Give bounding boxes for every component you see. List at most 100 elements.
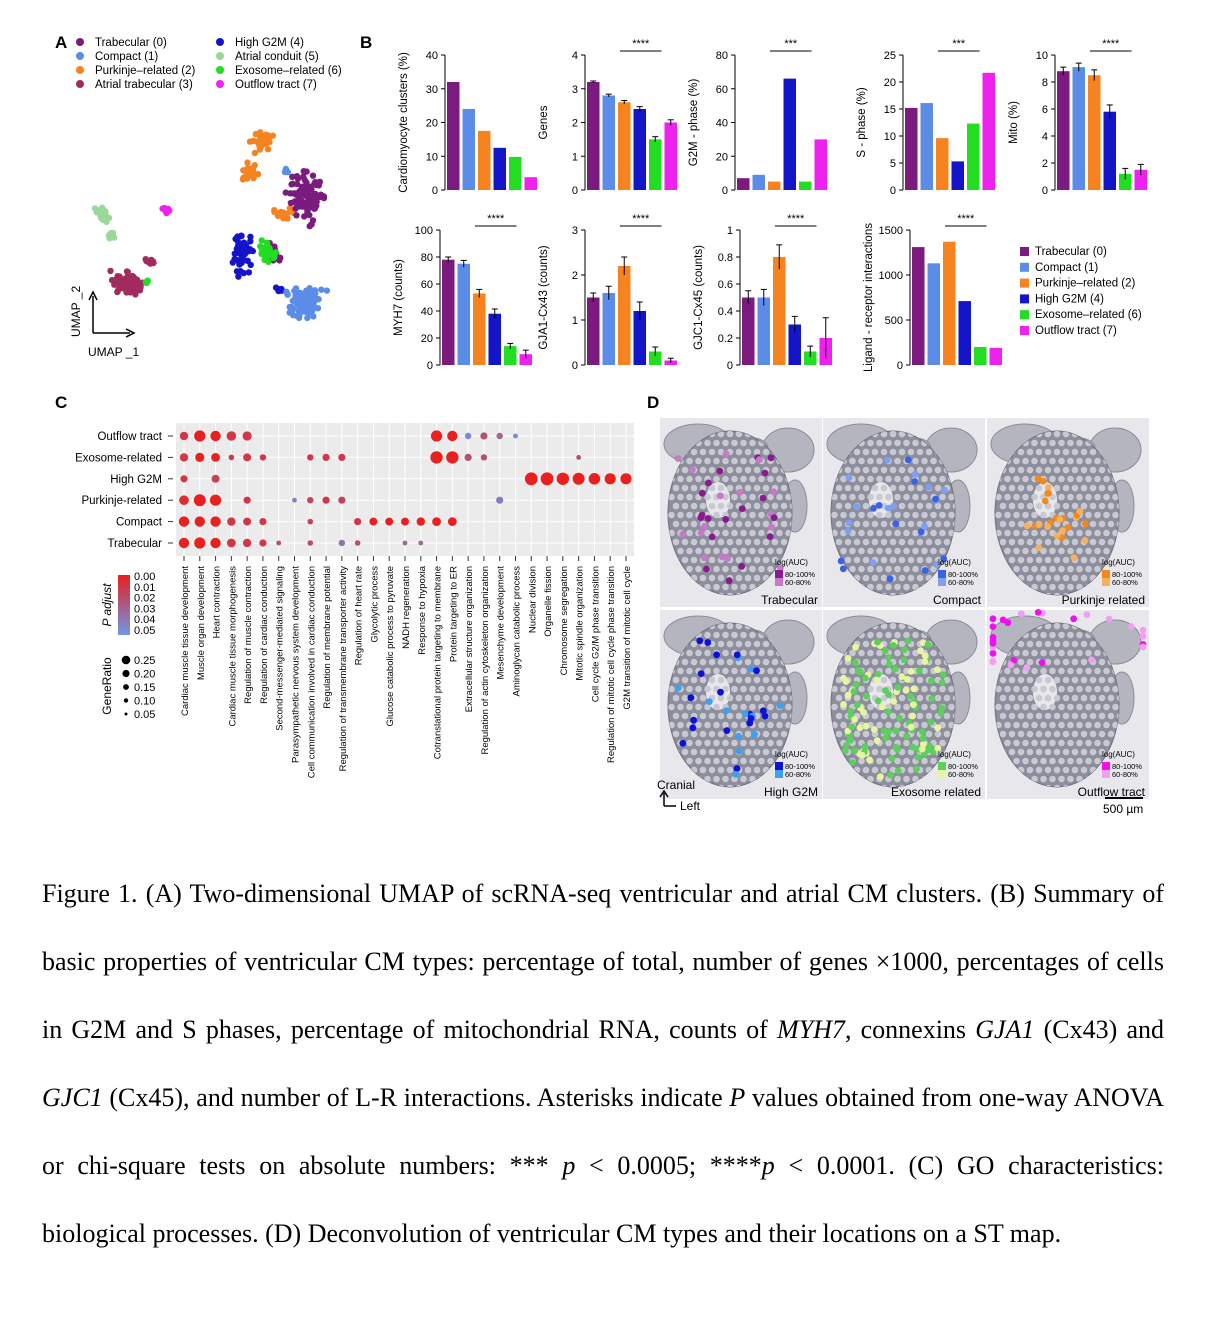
st-spot	[930, 703, 937, 711]
st-spot	[699, 502, 707, 510]
auc-legend-low: 60-80%	[1112, 770, 1138, 779]
st-cluster-spot	[904, 637, 912, 645]
st-spot	[1040, 457, 1047, 465]
go-dot	[430, 451, 443, 464]
st-spot	[1008, 748, 1016, 756]
st-spot	[735, 623, 743, 630]
umap-point	[256, 142, 263, 149]
st-spot	[903, 739, 910, 747]
st-spot	[1071, 484, 1079, 492]
st-cluster-spot	[1023, 664, 1031, 671]
st-spot	[1062, 431, 1070, 438]
legend-swatch	[216, 38, 224, 46]
st-spot	[762, 748, 770, 756]
st-spot	[1053, 766, 1061, 774]
st-spot	[1071, 658, 1079, 666]
st-spot	[885, 547, 892, 555]
auc-legend-title: log(AUC)	[938, 558, 971, 567]
st-spot	[1062, 748, 1070, 756]
st-spot	[853, 484, 861, 492]
st-cluster-spot	[1064, 524, 1072, 531]
significance-stars: ****	[787, 213, 805, 225]
st-spot	[885, 493, 892, 501]
st-spot	[889, 538, 897, 546]
st-spot	[867, 631, 874, 639]
st-spot	[889, 592, 897, 595]
umap-point	[271, 253, 278, 260]
st-spot	[744, 502, 752, 510]
legend-swatch	[76, 66, 84, 74]
st-spot	[1044, 623, 1052, 630]
st-spot	[767, 475, 774, 483]
umap-point	[278, 287, 285, 294]
st-spot	[1040, 667, 1047, 675]
st-spot	[744, 658, 752, 666]
st-spot	[1094, 703, 1101, 711]
st-spot	[1017, 748, 1025, 756]
umap-point	[107, 267, 114, 275]
bar	[478, 130, 491, 190]
st-spot	[952, 502, 955, 510]
st-spot	[681, 502, 689, 510]
umap-x-arrow-head	[125, 328, 136, 338]
st-spot	[767, 703, 774, 711]
col-label: Organelle fission	[543, 566, 554, 637]
st-spot	[894, 631, 901, 639]
st-spot	[862, 466, 870, 474]
st-spot	[948, 703, 955, 711]
st-cluster-spot	[856, 724, 864, 732]
st-spot	[1049, 757, 1056, 765]
st-spot	[735, 712, 743, 720]
st-panel-label: Purkinje related	[1062, 593, 1145, 607]
bar	[982, 72, 995, 190]
umap-point	[307, 193, 314, 200]
legend-swatch	[76, 52, 84, 60]
st-spot	[740, 457, 747, 465]
y-tick-label: 20	[884, 77, 896, 89]
st-spot	[1053, 748, 1061, 756]
st-spot	[708, 556, 716, 564]
bar	[649, 351, 662, 365]
st-spot	[704, 739, 711, 747]
st-spot	[835, 538, 843, 546]
padjust-tick: 0.02	[134, 593, 155, 605]
st-spot	[885, 529, 892, 537]
st-spot	[1049, 703, 1056, 711]
st-spot	[699, 574, 707, 582]
st-cluster-spot	[724, 555, 731, 562]
st-spot	[1031, 529, 1038, 537]
go-dot	[307, 497, 314, 504]
st-spot	[1107, 730, 1115, 738]
st-spot	[740, 475, 747, 483]
st-spot	[780, 712, 788, 720]
st-spot	[1089, 676, 1097, 684]
st-spot	[1031, 757, 1038, 765]
st-spot	[921, 757, 928, 765]
st-cluster-spot	[705, 698, 713, 705]
st-spot	[1094, 739, 1101, 747]
y-tick-label: 10	[426, 151, 438, 163]
st-cluster-spot	[679, 739, 687, 747]
st-spot	[726, 766, 734, 774]
st-spot	[1044, 466, 1052, 474]
st-spot	[726, 784, 734, 787]
st-spot	[690, 748, 698, 756]
st-spot	[912, 511, 919, 519]
auc-legend-low-swatch	[775, 770, 783, 778]
st-spot	[762, 676, 770, 684]
st-spot	[943, 502, 951, 510]
st-spot	[758, 721, 765, 729]
st-cluster-spot	[1059, 527, 1066, 535]
st-spot	[690, 448, 698, 456]
st-spot	[1013, 529, 1020, 537]
bar	[958, 301, 971, 365]
st-spot	[1017, 712, 1025, 720]
st-spot	[1031, 703, 1038, 711]
st-spot	[1080, 676, 1088, 684]
st-cluster-spot	[844, 654, 852, 662]
go-dot	[307, 518, 314, 525]
st-spot	[708, 466, 716, 474]
bar	[447, 82, 460, 190]
st-spot	[894, 649, 901, 657]
